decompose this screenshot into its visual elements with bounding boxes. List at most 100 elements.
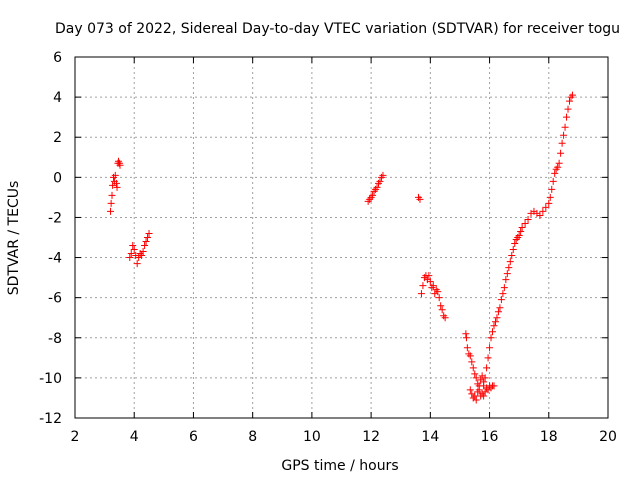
data-point [518, 223, 526, 231]
data-point [548, 185, 556, 193]
y-tick-label: 0 [53, 170, 62, 186]
data-point [145, 229, 153, 237]
y-tick-label: -8 [48, 331, 62, 347]
data-point [111, 171, 119, 179]
data-point [490, 322, 498, 330]
data-point [558, 139, 566, 147]
data-point [524, 215, 532, 223]
data-point [141, 242, 149, 250]
data-point [509, 246, 517, 254]
x-tick-label: 10 [303, 429, 321, 445]
data-point [493, 314, 501, 322]
data-point [546, 193, 554, 201]
data-point [496, 304, 504, 312]
data-point [549, 177, 557, 185]
data-point [481, 374, 489, 382]
x-tick-label: 18 [540, 429, 558, 445]
data-point [434, 288, 442, 296]
data-point [107, 207, 115, 215]
data-point [416, 195, 424, 203]
data-point [484, 354, 492, 362]
data-point [468, 358, 476, 366]
data-point [500, 284, 508, 292]
x-tick-label: 14 [421, 429, 439, 445]
data-points [107, 91, 576, 404]
data-point [491, 318, 499, 326]
data-point [438, 306, 446, 314]
data-point [568, 91, 576, 99]
data-point [107, 199, 115, 207]
data-point [429, 282, 437, 290]
data-point [116, 161, 124, 169]
y-tick-label: -6 [48, 291, 62, 307]
data-point [566, 97, 574, 105]
x-tick-label: 4 [130, 429, 139, 445]
data-point [471, 392, 479, 400]
data-point [466, 386, 474, 394]
axis-ticks: 2 4 6 8 10 12 14 16 18 20 -12 -10 -8 -6 -4 -2 0 2 4 6 [39, 50, 617, 445]
data-point [555, 159, 563, 167]
data-point [563, 113, 571, 121]
data-point [127, 250, 135, 258]
data-point [515, 231, 523, 239]
data-point [557, 149, 565, 157]
data-point [472, 374, 480, 382]
data-point [508, 252, 516, 260]
data-point [466, 352, 474, 360]
data-point [126, 254, 134, 262]
data-point [497, 296, 505, 304]
y-axis-label: SDTVAR / TECUs [6, 181, 22, 296]
data-point [554, 163, 562, 171]
data-point [417, 290, 425, 298]
data-point [419, 282, 427, 290]
data-point [462, 334, 470, 342]
x-tick-label: 2 [71, 429, 80, 445]
data-point [379, 171, 387, 179]
data-point [109, 181, 117, 189]
y-tick-label: 4 [53, 90, 62, 106]
data-point [561, 123, 569, 131]
data-point [469, 364, 477, 372]
data-point [129, 242, 137, 250]
data-point [112, 179, 120, 187]
data-point [564, 105, 572, 113]
data-point [480, 392, 488, 400]
y-tick-label: -10 [39, 371, 62, 387]
data-point [369, 191, 377, 199]
x-tick-label: 12 [362, 429, 380, 445]
chart-title: Day 073 of 2022, Sidereal Day-to-day VTE… [55, 21, 620, 37]
data-point [142, 238, 150, 246]
plot-frame [74, 56, 609, 419]
data-point [471, 370, 479, 378]
data-point [483, 364, 491, 372]
x-axis-label: GPS time / hours [281, 458, 398, 474]
data-point [373, 183, 381, 191]
data-point [511, 240, 519, 248]
y-tick-label: -4 [48, 251, 62, 267]
data-point [536, 211, 544, 219]
data-point [551, 169, 559, 177]
data-point [462, 330, 470, 338]
data-point [506, 258, 514, 266]
data-point [503, 270, 511, 278]
data-point [560, 131, 568, 139]
data-point [130, 246, 138, 254]
data-point [437, 302, 445, 310]
data-point [108, 191, 116, 199]
data-point [472, 396, 480, 404]
data-point [425, 272, 433, 280]
data-point [463, 344, 471, 352]
data-point [494, 308, 502, 316]
y-tick-label: -12 [39, 411, 62, 427]
data-point [426, 278, 434, 286]
y-tick-label: 2 [53, 130, 62, 146]
x-tick-label: 16 [481, 429, 499, 445]
data-point [441, 314, 449, 322]
data-point [505, 264, 513, 272]
data-point [113, 183, 121, 191]
data-point [502, 276, 510, 284]
data-point [480, 382, 488, 390]
data-point [138, 252, 146, 260]
x-tick-label: 6 [189, 429, 198, 445]
